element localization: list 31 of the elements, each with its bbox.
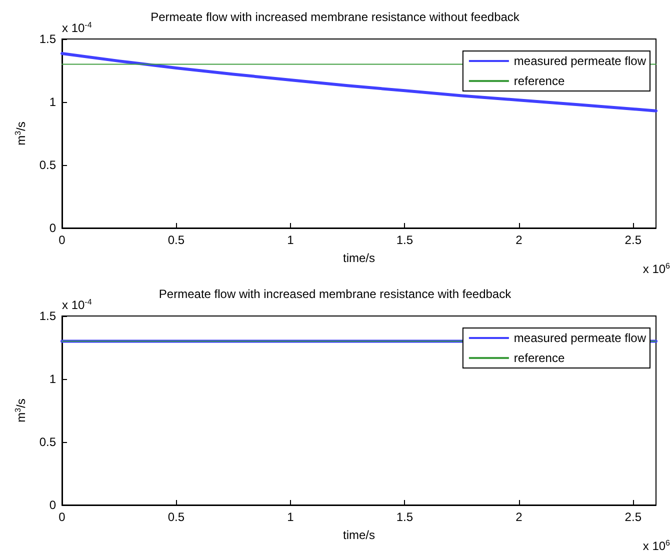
chart-title: Permeate flow with increased membrane resistance with feedback xyxy=(158,287,512,301)
legend-label: reference xyxy=(514,351,565,365)
y-tick-label: 1.5 xyxy=(39,32,56,46)
y-tick-label: 0 xyxy=(49,221,56,235)
x-tick-label: 0 xyxy=(58,233,66,247)
legend-label: measured permeate flow xyxy=(514,331,646,345)
y-tick-label: 0 xyxy=(49,498,56,512)
legend-label: reference xyxy=(514,74,565,88)
x-tick-label: 2 xyxy=(516,233,523,247)
x-tick-label: 0 xyxy=(58,510,66,524)
y-tick-label: 1 xyxy=(49,372,56,386)
x-tick-label: 1.5 xyxy=(396,510,414,524)
x-tick-label: 1.5 xyxy=(396,233,414,247)
x-tick-label: 2.5 xyxy=(624,233,642,247)
x-tick-label: 0.5 xyxy=(168,510,185,524)
x-axis-title: time/s xyxy=(342,528,376,542)
y-tick-label: 0.5 xyxy=(39,435,56,449)
y-axis-title: m3/s xyxy=(14,122,28,146)
legend-label: measured permeate flow xyxy=(514,54,646,68)
x-tick-label: 2 xyxy=(516,510,523,524)
y-axis-title: m3/s xyxy=(14,398,28,422)
y-tick-label: 1 xyxy=(49,95,56,109)
chart-title: Permeate flow with increased membrane resistance without feedback xyxy=(150,10,520,24)
x-tick-label: 1 xyxy=(287,233,294,247)
y-tick-label: 1.5 xyxy=(39,309,56,323)
x-tick-label: 2.5 xyxy=(624,510,642,524)
x-tick-label: 1 xyxy=(287,510,294,524)
x-tick-label: 0.5 xyxy=(168,233,185,247)
line-series xyxy=(60,52,658,112)
y-tick-label: 0.5 xyxy=(39,158,56,172)
x-axis-title: time/s xyxy=(342,251,376,265)
